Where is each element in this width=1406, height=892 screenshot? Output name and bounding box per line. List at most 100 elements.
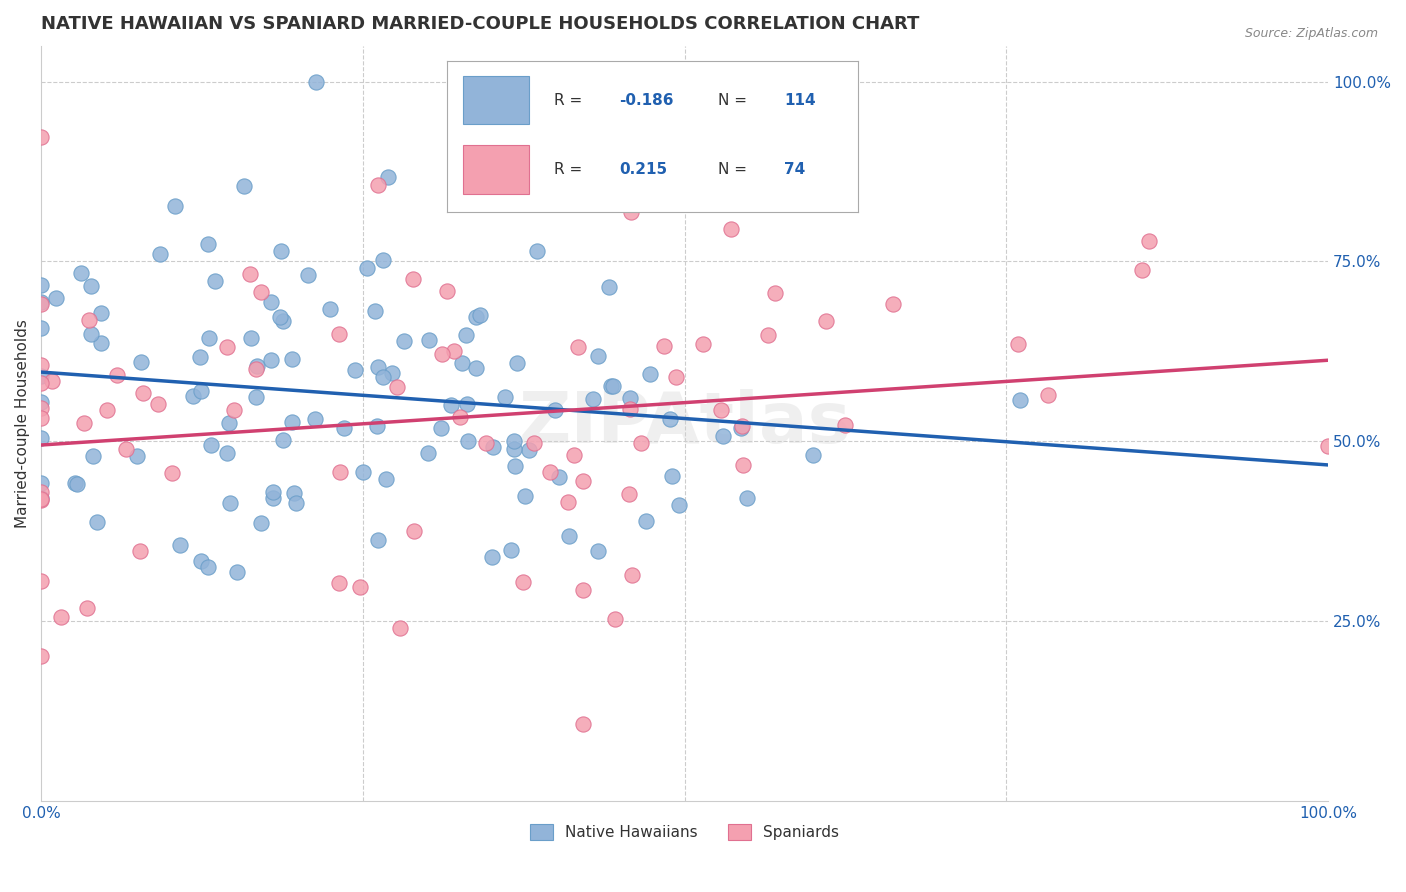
Point — [731, 458, 754, 472]
Point — [402, 524, 425, 539]
Point — [619, 486, 641, 500]
Point — [367, 359, 389, 374]
Point — [603, 612, 626, 626]
Point — [619, 391, 641, 405]
Point — [245, 362, 267, 376]
Point — [260, 353, 283, 368]
Point — [515, 489, 537, 503]
Point — [115, 442, 138, 457]
Point — [443, 343, 465, 358]
Point — [271, 433, 294, 447]
Point — [262, 491, 284, 505]
Point — [512, 575, 534, 590]
Point — [239, 331, 262, 345]
Point — [1137, 234, 1160, 248]
Point — [464, 310, 486, 325]
Text: ZIPAtlas: ZIPAtlas — [519, 389, 851, 458]
Point — [620, 205, 643, 219]
Point — [169, 538, 191, 552]
Point — [283, 485, 305, 500]
Point — [129, 354, 152, 368]
Point — [661, 469, 683, 483]
Point — [90, 335, 112, 350]
Point — [381, 366, 404, 380]
Point — [66, 477, 89, 491]
Point — [217, 340, 239, 354]
Point — [30, 491, 52, 505]
Legend: Native Hawaiians, Spaniards: Native Hawaiians, Spaniards — [524, 818, 845, 847]
Point — [190, 350, 212, 364]
Point — [731, 418, 754, 433]
Point — [82, 450, 104, 464]
Point — [30, 394, 52, 409]
Point — [758, 328, 780, 343]
Point — [366, 418, 388, 433]
Point — [572, 717, 595, 731]
Point — [329, 466, 352, 480]
Point — [105, 368, 128, 382]
Point — [481, 550, 503, 565]
Point — [572, 582, 595, 597]
Point — [389, 621, 412, 635]
Point — [30, 277, 52, 292]
Point — [30, 485, 52, 500]
Point — [77, 313, 100, 327]
Point — [281, 351, 304, 366]
Point — [735, 491, 758, 505]
Point — [305, 75, 328, 89]
Point — [436, 284, 458, 298]
Point — [30, 369, 52, 384]
Point — [665, 369, 688, 384]
Point — [250, 285, 273, 300]
Point — [51, 609, 73, 624]
Point — [197, 559, 219, 574]
Point — [517, 442, 540, 457]
Point — [668, 498, 690, 512]
Point — [245, 390, 267, 404]
Point — [582, 392, 605, 407]
Point — [271, 314, 294, 328]
Point — [30, 358, 52, 372]
Point — [503, 458, 526, 473]
Point — [1317, 439, 1340, 453]
Point — [506, 356, 529, 370]
Point — [450, 410, 472, 425]
Point — [129, 544, 152, 558]
Point — [246, 359, 269, 374]
Text: Source: ZipAtlas.com: Source: ZipAtlas.com — [1244, 27, 1378, 40]
Point — [523, 436, 546, 450]
Point — [503, 442, 526, 457]
Point — [30, 574, 52, 589]
Point — [70, 266, 93, 280]
Point — [465, 360, 488, 375]
Point — [262, 485, 284, 500]
Point — [599, 379, 621, 393]
Point — [882, 297, 904, 311]
Y-axis label: Married-couple Households: Married-couple Households — [15, 318, 30, 528]
Point — [710, 403, 733, 417]
Point — [440, 398, 463, 412]
Point — [198, 330, 221, 344]
Point — [30, 649, 52, 664]
Point — [371, 369, 394, 384]
Point — [450, 356, 472, 370]
Point — [226, 566, 249, 580]
Point — [30, 130, 52, 145]
Point — [364, 303, 387, 318]
Point — [602, 379, 624, 393]
Point — [30, 492, 52, 507]
Point — [475, 435, 498, 450]
Point — [730, 421, 752, 435]
Point — [319, 302, 342, 317]
Point — [132, 386, 155, 401]
Point — [73, 416, 96, 430]
Point — [146, 397, 169, 411]
Point — [638, 367, 661, 381]
Point — [204, 274, 226, 288]
Point — [468, 156, 491, 170]
Point — [328, 327, 350, 342]
Point — [494, 390, 516, 404]
Point — [720, 222, 742, 236]
Point — [215, 446, 238, 460]
Point — [503, 434, 526, 449]
